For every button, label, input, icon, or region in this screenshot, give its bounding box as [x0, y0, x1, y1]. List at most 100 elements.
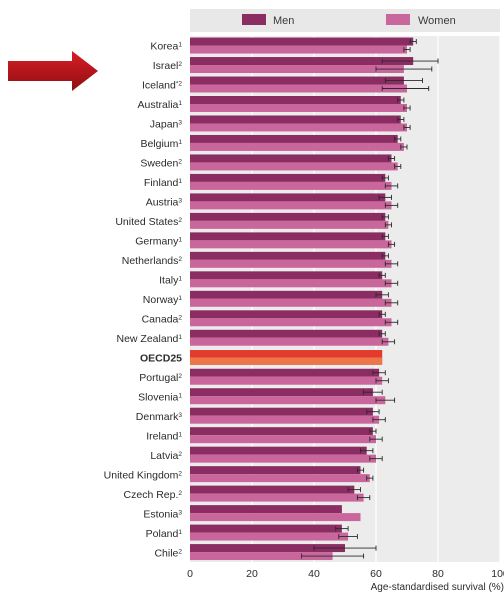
- bar-united-kingdom-women: [190, 474, 370, 483]
- error-bar-belgium-women: [400, 144, 408, 150]
- error-bar-germany-women: [387, 241, 396, 247]
- error-bar-germany-men: [381, 233, 389, 239]
- bar-oecd25-shade: [190, 357, 383, 365]
- category-label-canada: Canada2: [142, 313, 183, 325]
- bar-australia-men: [190, 96, 401, 104]
- bar-latvia-men: [190, 446, 367, 455]
- bar-united-states-women: [190, 220, 389, 229]
- x-axis-title: Age-standardised survival (%): [371, 582, 504, 593]
- category-label-new-zealand: New Zealand1: [117, 333, 183, 345]
- error-bar-united-kingdom-women: [366, 475, 374, 481]
- error-bar-norway-men: [375, 292, 389, 298]
- category-label-denmark: Denmark3: [136, 411, 183, 423]
- red-arrow-pointer: [8, 51, 98, 91]
- error-bar-denmark-women: [372, 417, 386, 423]
- bar-korea-women: [190, 45, 407, 54]
- category-label-austria: Austria3: [146, 197, 183, 209]
- bar-denmark-women: [190, 415, 380, 424]
- error-bar-poland-men: [335, 526, 349, 532]
- category-label-ireland: Ireland1: [146, 430, 182, 442]
- bar-estonia-women: [190, 513, 361, 522]
- category-label-oecd25: OECD25: [140, 352, 182, 364]
- bar-netherlands-women: [190, 259, 392, 268]
- error-bar-australia-women: [403, 105, 411, 111]
- category-label-united-states: United States2: [115, 216, 182, 228]
- error-bar-netherlands-women: [384, 261, 399, 267]
- category-label-norway: Norway1: [143, 294, 183, 306]
- bar-japan-men: [190, 115, 401, 124]
- bar-italy-women: [190, 279, 392, 288]
- category-label-sweden: Sweden2: [140, 158, 182, 170]
- error-bar-united-kingdom-men: [356, 467, 365, 473]
- category-label-italy: Italy1: [159, 275, 182, 287]
- error-bar-denmark-men: [366, 409, 380, 415]
- bar-germany-men: [190, 232, 386, 241]
- error-bar-israel-men: [381, 58, 439, 64]
- bar-poland-men: [190, 524, 342, 533]
- bar-chile-women: [190, 552, 333, 561]
- bar-iceland-men: [190, 76, 404, 85]
- error-bar-iceland-women: [381, 86, 430, 92]
- bar-korea-men: [190, 37, 414, 46]
- bar-canada-women: [190, 318, 392, 327]
- error-bar-sweden-men: [387, 155, 396, 161]
- error-bar-korea-women: [403, 47, 411, 53]
- error-bar-latvia-men: [360, 448, 374, 454]
- category-label-belgium: Belgium1: [140, 138, 182, 150]
- error-bar-australia-men: [397, 97, 405, 103]
- bar-netherlands-men: [190, 251, 386, 260]
- error-bar-iceland-men: [384, 78, 423, 84]
- bar-finland-women: [190, 181, 392, 190]
- error-bar-italy-men: [378, 272, 386, 278]
- error-bar-sweden-women: [394, 163, 402, 169]
- x-tick-80: 80: [432, 568, 444, 580]
- error-bar-netherlands-men: [381, 253, 389, 259]
- error-bar-united-states-women: [384, 222, 392, 228]
- bar-australia-women: [190, 103, 407, 112]
- bars: [190, 37, 414, 561]
- x-tick-100: 100: [491, 568, 504, 580]
- bar-japan-women: [190, 123, 407, 132]
- error-bar-japan-men: [397, 116, 405, 122]
- error-bar-finland-men: [381, 175, 389, 181]
- bar-finland-men: [190, 173, 386, 182]
- x-tick-labels: 0 20 40 60 80 100: [187, 568, 504, 580]
- category-label-portugal: Portugal2: [139, 372, 182, 384]
- bar-czech-rep-women: [190, 493, 364, 502]
- bar-ireland-men: [190, 427, 373, 436]
- error-bar-new-zealand-men: [378, 331, 386, 337]
- category-label-finland: Finland1: [144, 177, 182, 189]
- error-bar-latvia-women: [369, 456, 383, 462]
- x-tick-0: 0: [187, 568, 193, 580]
- error-bar-slovenia-women: [375, 397, 396, 403]
- bar-sweden-men: [190, 154, 392, 163]
- error-bar-korea-men: [409, 39, 417, 45]
- category-label-poland: Poland1: [146, 528, 183, 540]
- category-label-iceland: Iceland*2: [142, 80, 182, 92]
- error-bar-czech-rep-men: [347, 487, 361, 493]
- category-labels: Korea1 Israel2 Iceland*2 Australia1 Japan3 Be…: [104, 41, 183, 560]
- bar-ireland-women: [190, 435, 376, 444]
- category-label-netherlands: Netherlands2: [122, 255, 183, 267]
- bar-united-states-men: [190, 212, 386, 221]
- bar-latvia-women: [190, 454, 376, 463]
- category-label-latvia: Latvia2: [150, 450, 182, 462]
- bar-canada-men: [190, 310, 383, 319]
- error-bar-canada-men: [378, 311, 386, 317]
- legend-label-women: Women: [418, 15, 456, 27]
- error-bar-belgium-men: [394, 136, 402, 142]
- category-label-japan: Japan3: [150, 119, 183, 131]
- bar-portugal-women: [190, 376, 383, 385]
- bar-iceland-women: [190, 84, 407, 93]
- error-bar-austria-women: [384, 202, 399, 208]
- bar-israel-women: [190, 65, 404, 74]
- error-bar-portugal-men: [372, 370, 386, 376]
- bar-chile-men: [190, 544, 345, 553]
- bar-estonia-men: [190, 505, 342, 514]
- category-label-estonia: Estonia3: [143, 508, 182, 520]
- error-bar-chile-men: [313, 545, 377, 551]
- category-label-israel: Israel2: [153, 60, 183, 72]
- bar-austria-women: [190, 201, 392, 210]
- bar-new-zealand-women: [190, 337, 389, 346]
- category-label-germany: Germany1: [135, 236, 182, 248]
